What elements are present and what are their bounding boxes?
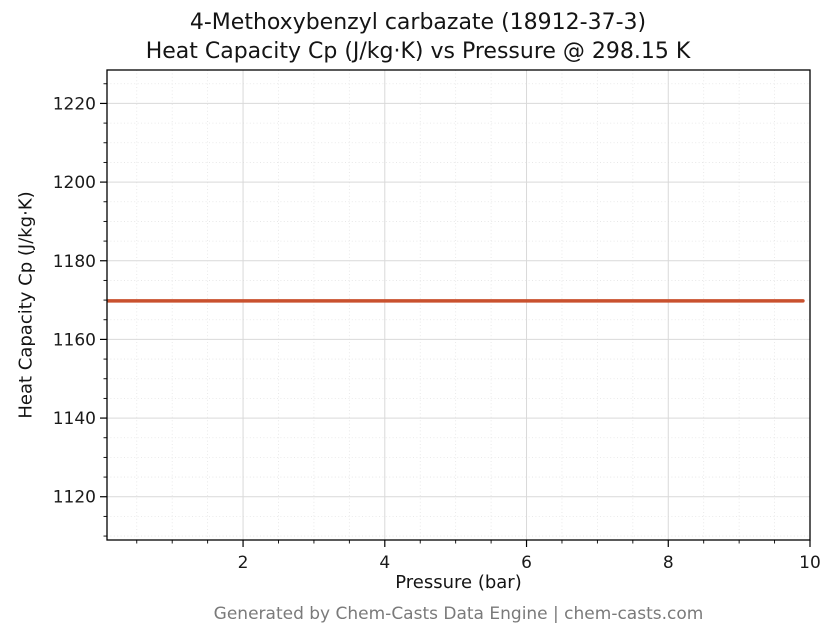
y-tick-label: 1180 bbox=[53, 252, 96, 272]
grid-minor bbox=[107, 70, 810, 540]
x-tick-label: 10 bbox=[799, 553, 821, 573]
x-tick-label: 8 bbox=[663, 553, 674, 573]
chart-title-line1: 4-Methoxybenzyl carbazate (18912-37-3) bbox=[189, 10, 647, 35]
axes-border bbox=[106, 69, 811, 541]
y-axis-label: Heat Capacity Cp (J/kg·K) bbox=[15, 191, 37, 419]
footer-credit: Generated by Chem-Casts Data Engine | ch… bbox=[213, 604, 704, 624]
y-tick-label: 1120 bbox=[53, 488, 96, 508]
y-tick-label: 1160 bbox=[53, 330, 96, 350]
x-tick-label: 6 bbox=[521, 553, 532, 573]
plot-border bbox=[106, 69, 811, 541]
y-tick-label: 1220 bbox=[53, 94, 96, 114]
axis-ticks bbox=[100, 83, 811, 547]
x-tick-label: 4 bbox=[379, 553, 390, 573]
y-tick-label: 1200 bbox=[53, 173, 96, 193]
x-axis-label: Pressure (bar) bbox=[395, 572, 522, 593]
tick-labels: 2 4 6 8 10 1120 1140 1160 1180 1200 1220 bbox=[53, 94, 821, 573]
chart-title-line2: Heat Capacity Cp (J/kg·K) vs Pressure @ … bbox=[145, 39, 691, 65]
chart-title: 4-Methoxybenzyl carbazate (18912-37-3) H… bbox=[0, 8, 836, 66]
y-tick-label: 1140 bbox=[53, 409, 96, 429]
grid-major bbox=[107, 70, 811, 540]
x-tick-label: 2 bbox=[238, 553, 249, 573]
